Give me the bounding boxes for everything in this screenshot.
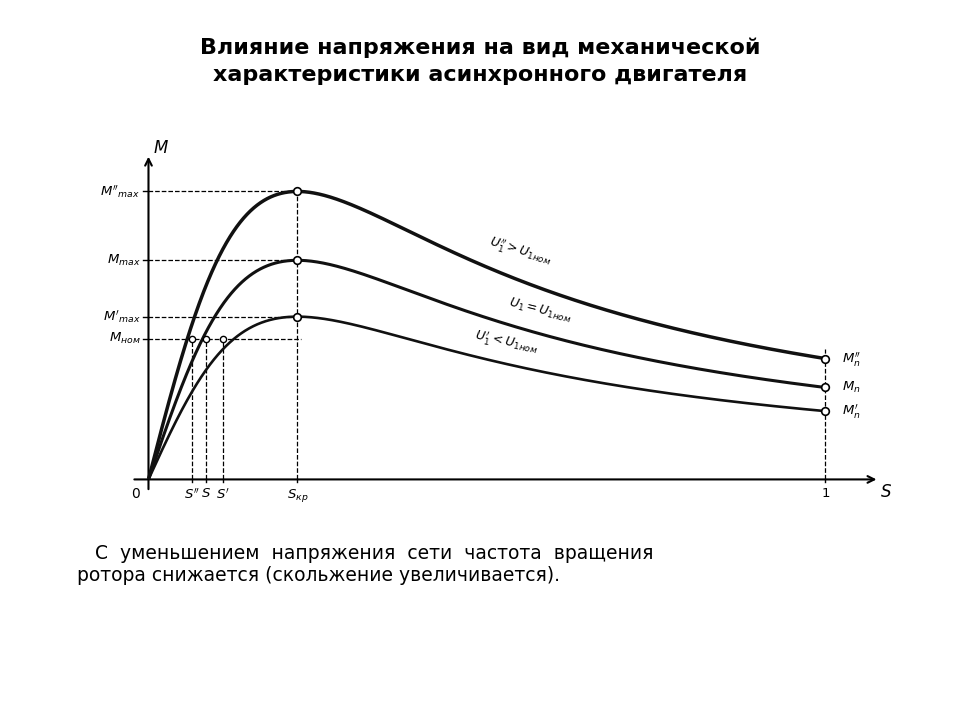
Text: $S'$: $S'$	[216, 487, 229, 502]
Text: $M_n'$: $M_n'$	[842, 402, 861, 420]
Text: $M_{ном}$: $M_{ном}$	[108, 331, 140, 346]
Text: $0$: $0$	[132, 487, 141, 501]
Text: $M_n''$: $M_n''$	[842, 349, 861, 367]
Text: $S''$: $S''$	[184, 487, 201, 502]
Text: $U_1 = U_{1ном}$: $U_1 = U_{1ном}$	[507, 295, 573, 325]
Text: $M'_{max}$: $M'_{max}$	[103, 308, 140, 325]
Text: С  уменьшением  напряжения  сети  частота  вращения
ротора снижается (скольжение: С уменьшением напряжения сети частота вр…	[77, 544, 654, 585]
Text: $U_1' < U_{1ном}$: $U_1' < U_{1ном}$	[473, 326, 540, 357]
Text: M: M	[154, 139, 168, 157]
Text: $M''_{max}$: $M''_{max}$	[100, 183, 140, 199]
Text: $U_1'' > U_{1ном}$: $U_1'' > U_{1ном}$	[487, 233, 554, 269]
Text: $S$: $S$	[201, 487, 211, 500]
Text: $S_{кр}$: $S_{кр}$	[287, 487, 308, 504]
Text: S: S	[880, 483, 891, 501]
Text: $M_{max}$: $M_{max}$	[107, 253, 140, 268]
Text: $1$: $1$	[821, 487, 829, 500]
Text: $M_n$: $M_n$	[842, 380, 861, 395]
Text: Влияние напряжения на вид механической
характеристики асинхронного двигателя: Влияние напряжения на вид механической х…	[200, 37, 760, 85]
